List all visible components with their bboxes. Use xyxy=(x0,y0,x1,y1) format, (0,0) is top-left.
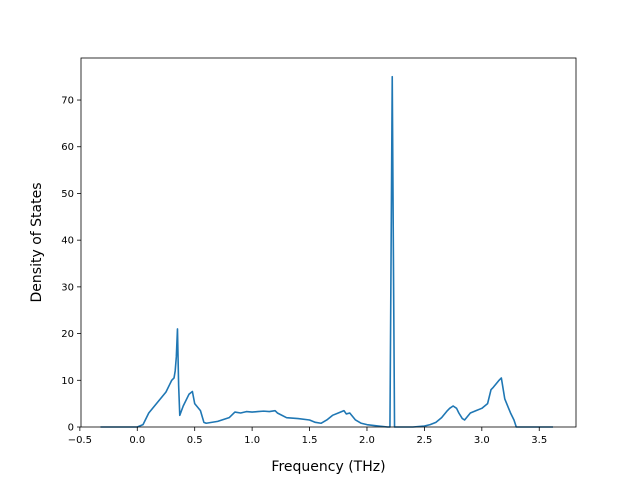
plot-frame xyxy=(80,57,577,428)
x-axis-label: Frequency (THz) xyxy=(271,459,385,475)
y-axis-ticks: 0 10 20 30 40 50 60 70 xyxy=(61,96,81,434)
y-tick-label: 40 xyxy=(61,236,74,247)
x-tick-label: 3.5 xyxy=(531,435,547,446)
y-tick-label: 70 xyxy=(61,96,74,107)
x-tick-label: −0.5 xyxy=(68,435,92,446)
x-tick-label: 1.0 xyxy=(244,435,260,446)
plot-area xyxy=(100,75,554,428)
y-tick-label: 60 xyxy=(61,142,74,153)
x-tick-label: 1.5 xyxy=(302,435,318,446)
x-tick-label: 0.0 xyxy=(129,435,145,446)
y-tick-label: 20 xyxy=(61,329,74,340)
x-tick-label: 0.5 xyxy=(187,435,203,446)
dos-series-line-0 xyxy=(100,75,554,428)
y-tick-label: 10 xyxy=(61,376,74,387)
y-tick-label: 0 xyxy=(68,423,74,434)
x-tick-label: 2.5 xyxy=(416,435,432,446)
y-tick-label: 30 xyxy=(61,282,74,293)
y-axis-label: Density of States xyxy=(29,183,45,303)
y-tick-label: 50 xyxy=(61,189,74,200)
x-tick-label: 2.0 xyxy=(359,435,375,446)
x-axis-ticks: −0.5 0.0 0.5 1.0 1.5 2.0 2.5 3.0 3.5 xyxy=(68,427,547,446)
x-tick-label: 3.0 xyxy=(474,435,490,446)
